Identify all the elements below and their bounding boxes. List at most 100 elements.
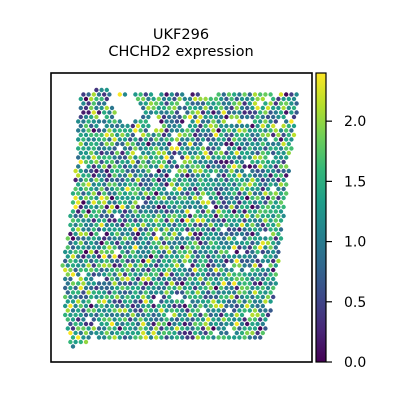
spot-point [193, 294, 198, 300]
spot-point [219, 222, 224, 228]
spot-point [154, 326, 159, 331]
spot-point [174, 236, 180, 241]
spot-point [133, 236, 138, 241]
spot-point [198, 240, 203, 246]
spot-point [226, 236, 232, 241]
spot-point [135, 276, 141, 282]
spot-point [273, 101, 278, 106]
spot-point [164, 110, 169, 115]
spot-point [203, 213, 208, 219]
spot-point [208, 231, 213, 237]
spot-point [107, 335, 112, 340]
spot-point [143, 209, 148, 214]
spot-point [143, 335, 148, 340]
spot-point [86, 218, 91, 223]
spot-point [156, 330, 161, 336]
spot-point [229, 204, 234, 210]
spot-point [187, 177, 193, 183]
spot-point [177, 303, 182, 309]
spot-point [198, 114, 203, 120]
spot-point [115, 168, 120, 174]
spot-point [247, 218, 252, 223]
spot-point [102, 272, 107, 277]
spot-point [232, 110, 237, 115]
spot-point [242, 272, 247, 277]
spot-point [245, 321, 250, 327]
spot-point [250, 312, 255, 318]
spot-point [167, 177, 172, 183]
spot-point [70, 227, 76, 232]
spot-point [193, 132, 198, 138]
spot-point [99, 330, 104, 336]
spot-point [237, 209, 242, 214]
spot-point [164, 200, 169, 205]
spot-point [99, 150, 104, 156]
spot-point [219, 285, 224, 291]
spot-point [206, 191, 211, 196]
spot-point [133, 263, 138, 268]
spot-point [271, 123, 276, 129]
spot-point [161, 258, 167, 264]
spot-point [122, 92, 128, 97]
spot-point [68, 339, 73, 345]
spot-point [120, 231, 125, 237]
spot-point [91, 290, 97, 295]
spot-point [208, 294, 213, 300]
spot-point [154, 245, 159, 250]
spot-point [273, 263, 278, 268]
spot-point [268, 119, 273, 124]
spot-point [237, 272, 242, 277]
spot-point [242, 254, 247, 259]
spot-point [271, 285, 276, 291]
spot-point [133, 209, 138, 214]
spot-point [224, 267, 229, 273]
spot-point [62, 303, 68, 309]
spot-point [190, 272, 195, 277]
spot-point [65, 236, 71, 241]
spot-point [148, 299, 154, 304]
spot-point [172, 330, 177, 336]
spot-point [250, 114, 255, 120]
spot-point [122, 191, 128, 196]
spot-point [167, 96, 172, 102]
spot-point [273, 173, 278, 178]
spot-point [128, 209, 133, 214]
spot-point [99, 222, 104, 228]
spot-point [70, 344, 76, 349]
spot-point [81, 245, 86, 250]
spot-point [122, 263, 128, 268]
spot-point [187, 231, 193, 237]
spot-point [263, 290, 268, 295]
spot-point [138, 173, 143, 178]
spot-point [148, 164, 154, 169]
spot-point [180, 245, 185, 250]
spot-point [94, 168, 99, 174]
spot-point [143, 155, 148, 160]
spot-point [172, 303, 177, 309]
spot-point [115, 321, 120, 327]
spot-point [208, 186, 213, 192]
spot-point [203, 330, 208, 336]
spot-point [104, 222, 110, 228]
spot-point [255, 285, 260, 291]
spot-point [125, 330, 130, 336]
spot-point [226, 281, 232, 286]
spot-point [273, 272, 278, 277]
spot-point [234, 132, 239, 138]
spot-point [68, 285, 73, 291]
spot-point [263, 227, 268, 232]
spot-point [208, 321, 213, 327]
spot-point [216, 101, 221, 106]
spot-point [107, 200, 112, 205]
spot-point [78, 150, 84, 156]
spot-point [198, 312, 203, 318]
spot-point [154, 110, 159, 115]
spot-point [102, 290, 107, 295]
spot-point [278, 101, 284, 106]
spot-point [99, 321, 104, 327]
spot-point [151, 213, 156, 219]
spot-point [146, 96, 151, 102]
spot-point [99, 213, 104, 219]
spot-point [161, 276, 167, 282]
spot-point [120, 276, 125, 282]
